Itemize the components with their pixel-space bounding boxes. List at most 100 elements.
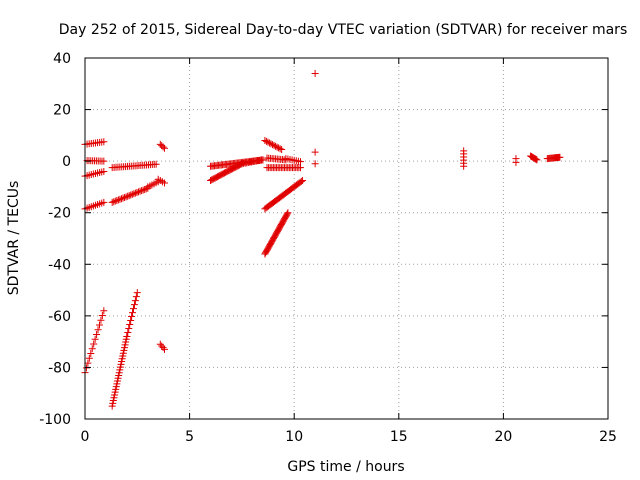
data-point <box>283 210 291 218</box>
data-point <box>296 158 304 166</box>
data-point <box>133 189 141 197</box>
data-point <box>278 146 286 154</box>
data-point <box>129 305 137 313</box>
x-tick-label: 5 <box>185 429 194 445</box>
data-point <box>139 186 147 194</box>
data-point <box>311 160 319 168</box>
data-point <box>126 321 134 329</box>
data-point <box>133 289 141 297</box>
data-point <box>270 141 278 149</box>
data-point <box>124 192 132 200</box>
x-tick-label: 0 <box>81 429 90 445</box>
data-point <box>267 140 275 148</box>
data-point <box>556 153 564 161</box>
data-point <box>124 329 132 337</box>
y-tick-label: -100 <box>39 412 71 428</box>
data-point <box>262 137 270 145</box>
data-point <box>261 137 269 145</box>
data-point <box>531 155 539 163</box>
data-point <box>87 350 95 358</box>
data-point <box>94 326 102 334</box>
data-point <box>284 209 292 217</box>
data-point <box>121 193 129 201</box>
data-point <box>119 194 127 202</box>
data-point <box>265 139 273 147</box>
data-point <box>128 190 136 198</box>
data-point <box>100 138 108 146</box>
data-point <box>299 176 307 184</box>
data-point <box>113 197 121 205</box>
data-point <box>93 331 101 339</box>
data-point <box>272 142 280 150</box>
x-tick-label: 10 <box>285 429 303 445</box>
y-tick-label: 0 <box>62 154 71 170</box>
data-point <box>129 309 137 317</box>
x-tick-label: 15 <box>390 429 408 445</box>
data-point <box>159 344 167 352</box>
data-point <box>131 297 139 305</box>
data-point <box>111 197 119 205</box>
data-point <box>512 158 520 166</box>
y-tick-label: -80 <box>48 360 71 376</box>
data-point <box>97 316 105 324</box>
data-points <box>81 69 564 410</box>
data-point <box>259 156 267 164</box>
data-point <box>273 143 281 151</box>
data-point <box>152 160 160 168</box>
data-point <box>100 157 108 165</box>
data-point <box>460 162 468 170</box>
x-tick-label: 20 <box>494 429 512 445</box>
data-point <box>264 138 272 146</box>
axis-ticks: 0 5 10 15 20 25 -100 -80 -60 -40 -20 0 20 40 <box>39 51 617 445</box>
plot-frame <box>84 57 609 420</box>
y-tick-label: -20 <box>48 206 71 222</box>
data-point <box>138 187 146 195</box>
data-point <box>84 359 92 367</box>
data-point <box>88 345 96 353</box>
y-tick-label: -60 <box>48 309 71 325</box>
x-axis-label: GPS time / hours <box>287 459 404 475</box>
data-point <box>127 191 135 199</box>
grid <box>85 58 608 419</box>
data-point <box>311 148 319 156</box>
chart-title: Day 252 of 2015, Sidereal Day-to-day VTE… <box>59 22 627 38</box>
data-point <box>160 144 168 152</box>
data-point <box>296 164 304 172</box>
data-point <box>160 179 168 187</box>
data-point <box>533 156 541 164</box>
y-tick-label: -40 <box>48 257 71 273</box>
data-point <box>98 311 106 319</box>
data-point <box>160 345 168 353</box>
data-point <box>110 198 118 206</box>
y-axis-label: SDTVAR / TECUs <box>6 181 22 296</box>
data-point <box>100 167 108 175</box>
data-point <box>134 188 142 196</box>
data-point <box>131 189 139 197</box>
data-point <box>132 293 140 301</box>
data-point <box>123 332 131 340</box>
y-tick-label: 40 <box>53 51 71 67</box>
data-point <box>108 198 116 206</box>
data-point <box>127 317 135 325</box>
data-point <box>125 192 133 200</box>
data-point <box>128 313 136 321</box>
y-tick-label: 20 <box>53 103 71 119</box>
data-point <box>95 321 103 329</box>
data-point <box>311 69 319 77</box>
data-point <box>159 143 167 151</box>
data-point <box>275 144 283 152</box>
data-point <box>114 196 122 204</box>
data-point <box>532 155 540 163</box>
x-tick-label: 25 <box>599 429 617 445</box>
data-point <box>276 145 284 153</box>
data-point <box>91 335 99 343</box>
data-point <box>122 193 130 201</box>
data-point <box>116 195 124 203</box>
data-point <box>130 301 138 309</box>
data-point <box>100 198 108 206</box>
data-point <box>117 195 125 203</box>
data-point <box>125 325 133 333</box>
data-point <box>297 177 305 185</box>
data-point <box>130 190 138 198</box>
